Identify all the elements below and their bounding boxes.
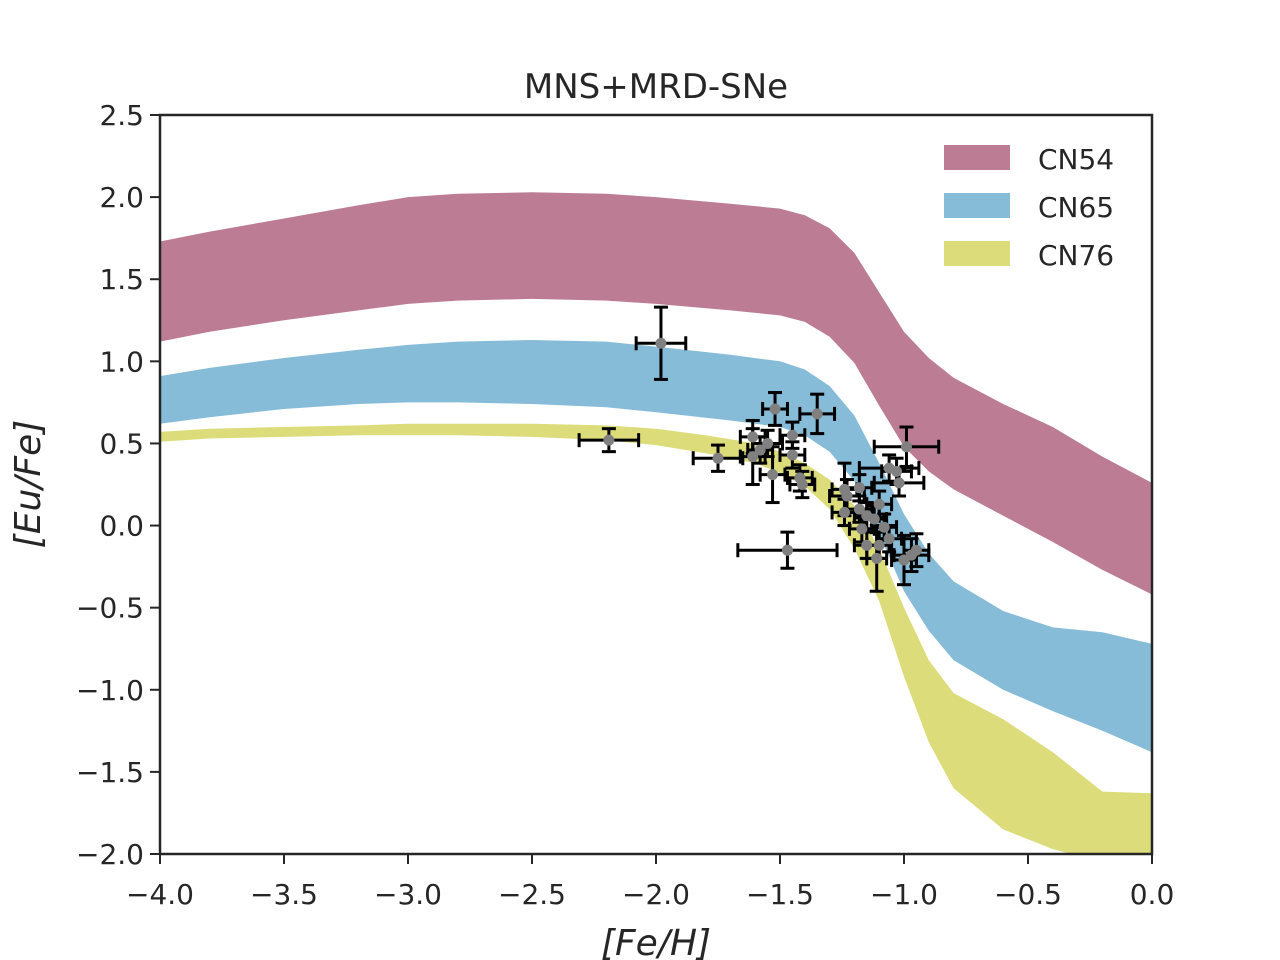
observation-point xyxy=(873,498,885,510)
legend: CN54 CN65 CN76 xyxy=(944,143,1114,272)
observation-point xyxy=(786,449,798,461)
x-axis-ticks: −4.0 −3.5 −3.0 −2.5 −2.0 −1.5 −1.0 −0.5 0.0 xyxy=(126,854,1174,911)
y-tick-label: 2.0 xyxy=(99,181,144,214)
points-layer xyxy=(603,337,922,566)
x-tick-label: −3.0 xyxy=(374,878,442,911)
x-tick-label: 0.0 xyxy=(1130,878,1175,911)
x-tick-label: −1.0 xyxy=(870,878,938,911)
y-tick-label: 1.5 xyxy=(99,263,144,296)
y-tick-label: 0.5 xyxy=(99,427,144,460)
x-tick-label: −4.0 xyxy=(126,878,194,911)
x-tick-label: −2.0 xyxy=(622,878,690,911)
observation-point xyxy=(747,431,759,443)
y-axis-ticks: −2.0 −1.5 −1.0 −0.5 0.0 0.5 1.0 1.5 2.0 2.5 xyxy=(76,99,160,871)
legend-label: CN54 xyxy=(1038,143,1114,176)
observation-point xyxy=(767,469,779,481)
bands-layer xyxy=(160,192,1152,854)
observation-point xyxy=(838,506,850,518)
observation-point xyxy=(796,479,808,490)
band-cn54 xyxy=(160,192,1152,595)
y-tick-label: −0.5 xyxy=(76,592,144,625)
x-axis-label: [Fe/H] xyxy=(601,923,711,960)
observation-point xyxy=(712,452,724,464)
x-tick-label: −2.5 xyxy=(498,878,566,911)
observation-point xyxy=(856,523,868,535)
observation-point xyxy=(871,552,883,564)
observation-point xyxy=(655,337,667,349)
observation-point xyxy=(873,539,885,551)
observation-point xyxy=(769,403,781,415)
observation-point xyxy=(900,441,912,453)
x-tick-label: −0.5 xyxy=(994,878,1062,911)
y-tick-label: 0.0 xyxy=(99,510,144,543)
observation-point xyxy=(868,513,880,525)
observation-point xyxy=(853,482,865,494)
observation-point xyxy=(786,429,798,441)
y-tick-label: −2.0 xyxy=(76,838,144,871)
band-cn76 xyxy=(160,423,1152,854)
observation-point xyxy=(811,408,823,420)
x-tick-label: −3.5 xyxy=(250,878,318,911)
observation-point xyxy=(841,490,853,502)
band-cn65 xyxy=(160,340,1152,753)
observation-point xyxy=(754,444,766,456)
y-tick-label: 2.5 xyxy=(99,99,144,132)
legend-item-cn76: CN76 xyxy=(944,239,1114,272)
legend-swatch xyxy=(944,241,1010,266)
y-axis-label: [Eu/Fe] xyxy=(8,420,49,549)
legend-item-cn54: CN54 xyxy=(944,143,1114,176)
observation-point xyxy=(891,465,903,477)
chart-title: MNS+MRD-SNe xyxy=(524,67,788,107)
legend-item-cn65: CN65 xyxy=(944,191,1114,224)
y-tick-label: 1.0 xyxy=(99,345,144,378)
observation-point xyxy=(893,477,905,489)
observation-point xyxy=(603,434,615,446)
legend-label: CN76 xyxy=(1038,239,1114,272)
plot-frame xyxy=(158,113,1154,856)
observation-point xyxy=(762,437,774,449)
x-tick-label: −1.5 xyxy=(746,878,814,911)
observation-point xyxy=(853,503,865,515)
legend-swatch xyxy=(944,145,1010,170)
observation-point xyxy=(910,544,922,556)
observation-point xyxy=(861,539,873,551)
observation-point xyxy=(747,451,759,463)
legend-swatch xyxy=(944,193,1010,218)
observation-point xyxy=(781,544,793,556)
observation-point xyxy=(898,554,910,566)
y-tick-label: −1.0 xyxy=(76,674,144,707)
legend-label: CN65 xyxy=(1038,191,1114,224)
observation-point xyxy=(883,533,895,545)
observation-point xyxy=(878,521,890,533)
y-tick-label: −1.5 xyxy=(76,756,144,789)
